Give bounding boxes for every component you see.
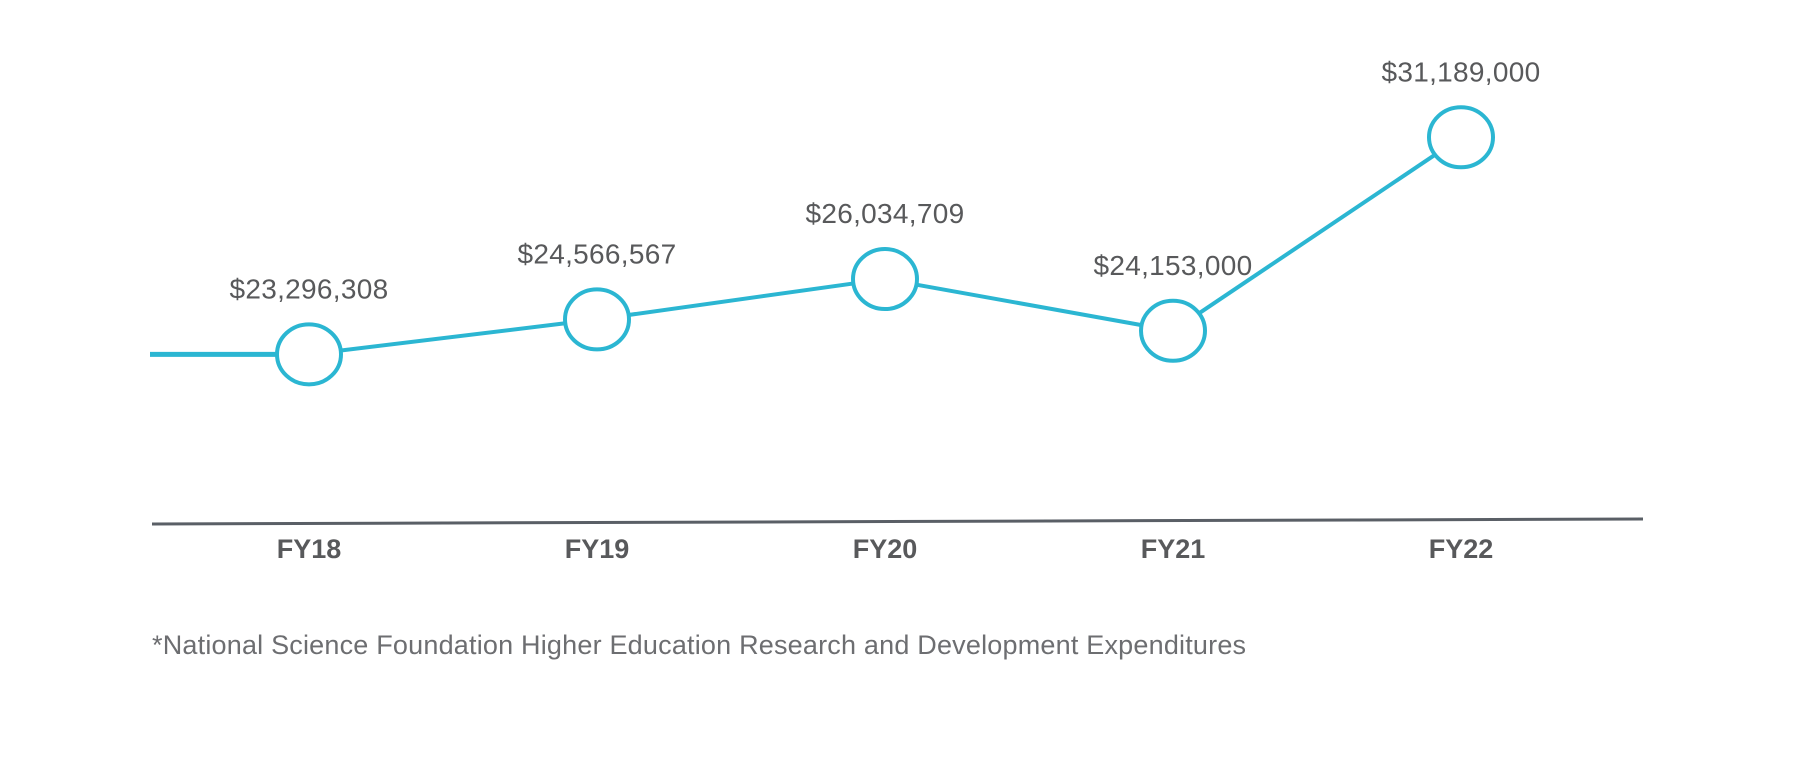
series-line-segment [308, 317, 598, 357]
series-line-segment [1171, 135, 1463, 333]
series-line-segment [884, 277, 1174, 333]
data-point-fy20 [851, 247, 919, 312]
data-label-fy20: $26,034,709 [805, 198, 964, 229]
data-points-group [275, 105, 1495, 387]
data-label-fy22: $31,189,000 [1381, 56, 1540, 87]
x-axis-tick-labels: FY18 FY19 FY20 FY21 FY22 [277, 534, 1494, 564]
series-line-group [150, 135, 1463, 357]
x-tick-label-fy22: FY22 [1429, 534, 1494, 564]
x-tick-label-fy21: FY21 [1141, 534, 1206, 564]
data-point-fy22 [1427, 105, 1495, 170]
x-tick-label-fy18: FY18 [277, 534, 342, 564]
data-label-fy18: $23,296,308 [229, 273, 388, 304]
x-axis-line [151, 517, 1644, 526]
x-tick-label-fy20: FY20 [853, 534, 918, 564]
x-tick-label-fy19: FY19 [565, 534, 630, 564]
data-label-fy21: $24,153,000 [1093, 250, 1252, 281]
data-point-fy21 [1139, 298, 1207, 363]
data-point-fy19 [563, 287, 631, 352]
data-labels-group: $23,296,308 $24,566,567 $26,034,709 $24,153… [229, 56, 1540, 304]
data-point-fy18 [275, 322, 343, 387]
series-line-segment [596, 277, 886, 322]
footnote: *National Science Foundation Higher Educ… [152, 630, 1247, 660]
data-label-fy19: $24,566,567 [517, 238, 676, 269]
